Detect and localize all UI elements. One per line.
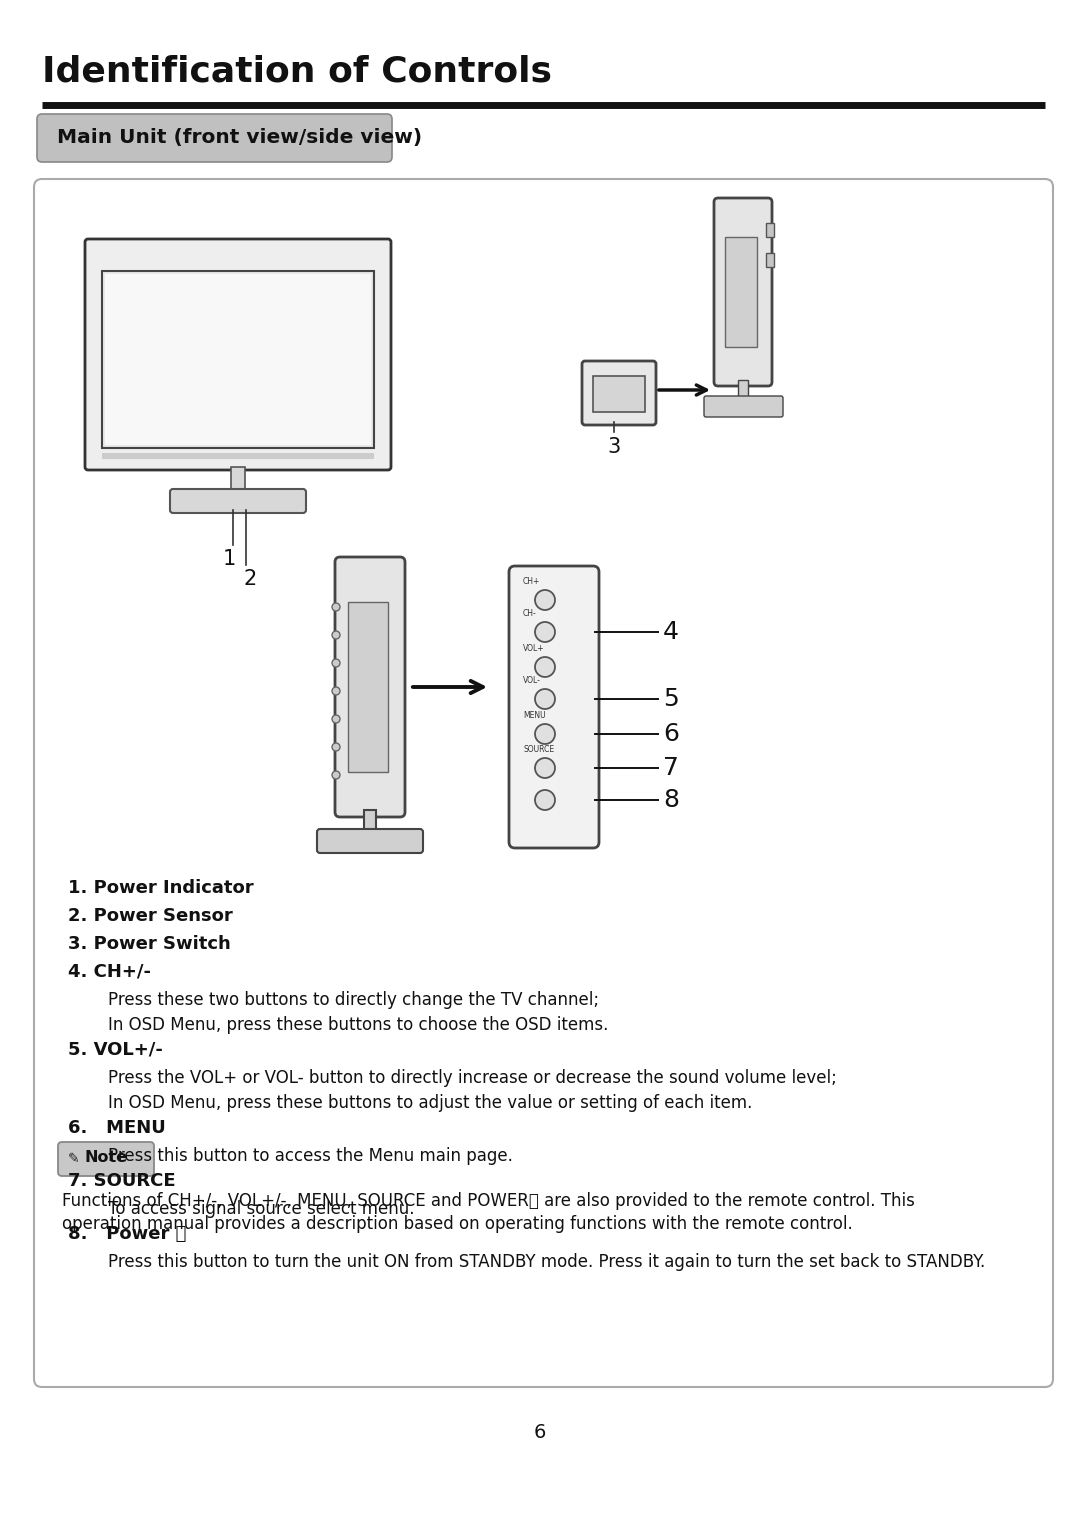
Text: 3. Power Switch: 3. Power Switch [68,935,231,953]
Text: MENU: MENU [523,712,545,721]
Circle shape [332,687,340,695]
Circle shape [535,657,555,676]
Bar [102,270,374,447]
FancyBboxPatch shape [704,395,783,417]
Text: 7: 7 [663,756,679,780]
Text: VOL-: VOL- [523,676,541,686]
FancyBboxPatch shape [58,1142,154,1176]
Text: 7. SOURCE: 7. SOURCE [68,1173,176,1190]
Bar [725,237,757,347]
FancyBboxPatch shape [33,179,1053,1387]
Text: CH-: CH- [523,609,537,618]
Text: 4: 4 [663,620,679,644]
FancyBboxPatch shape [582,360,656,425]
Circle shape [535,689,555,709]
Text: ✎: ✎ [68,1151,80,1167]
Text: 8: 8 [663,788,679,812]
Bar [766,253,774,267]
Bar [766,223,774,237]
Text: 3: 3 [607,437,621,457]
Bar [102,454,374,460]
Text: In OSD Menu, press these buttons to choose the OSD items.: In OSD Menu, press these buttons to choo… [108,1015,608,1034]
Text: Press this button to turn the unit ON from STANDBY mode. Press it again to turn : Press this button to turn the unit ON fr… [108,1254,985,1270]
FancyBboxPatch shape [170,489,306,513]
Text: In OSD Menu, press these buttons to adjust the value or setting of each item.: In OSD Menu, press these buttons to adju… [108,1093,753,1112]
Text: 1. Power Indicator: 1. Power Indicator [68,880,254,896]
Circle shape [332,771,340,779]
Text: Press the VOL+ or VOL- button to directly increase or decrease the sound volume : Press the VOL+ or VOL- button to directl… [108,1069,837,1087]
Text: 2: 2 [243,570,257,589]
FancyBboxPatch shape [714,199,772,386]
FancyBboxPatch shape [509,567,599,847]
Text: Press these two buttons to directly change the TV channel;: Press these two buttons to directly chan… [108,991,599,1009]
Circle shape [332,603,340,611]
FancyBboxPatch shape [85,240,391,470]
Text: Press this button to access the Menu main page.: Press this button to access the Menu mai… [108,1147,513,1165]
Text: operation manual provides a description based on operating functions with the re: operation manual provides a description … [62,1215,853,1232]
Bar [105,273,372,444]
Text: 2. Power Sensor: 2. Power Sensor [68,907,233,925]
Circle shape [535,757,555,777]
Text: 5. VOL+/-: 5. VOL+/- [68,1041,163,1060]
FancyBboxPatch shape [318,829,423,854]
Text: 6: 6 [534,1423,546,1441]
FancyBboxPatch shape [335,557,405,817]
Circle shape [332,660,340,667]
Bar [738,380,748,400]
Bar [231,467,245,492]
Text: 8.   Power ⏻: 8. Power ⏻ [68,1225,187,1243]
Bar [593,376,645,412]
Text: Identification of Controls: Identification of Controls [42,55,552,89]
Circle shape [332,631,340,638]
Text: Main Unit (front view/side view): Main Unit (front view/side view) [57,128,422,148]
Bar [348,602,388,773]
Circle shape [332,744,340,751]
Text: SOURCE: SOURCE [523,745,554,754]
Circle shape [332,715,340,722]
Text: 1: 1 [222,550,235,570]
Text: To access signal source select menu.: To access signal source select menu. [108,1200,415,1219]
Text: 6.   MENU: 6. MENU [68,1119,165,1138]
Text: Functions of CH+/-, VOL+/-, MENU, SOURCE and POWER⏻ are also provided to the rem: Functions of CH+/-, VOL+/-, MENU, SOURCE… [62,1193,915,1209]
Circle shape [535,789,555,809]
Circle shape [535,724,555,744]
Circle shape [535,621,555,641]
Circle shape [535,589,555,609]
Text: Note: Note [85,1150,129,1165]
Text: 6: 6 [663,722,679,747]
FancyBboxPatch shape [37,115,392,162]
Bar [364,809,376,834]
Text: 5: 5 [663,687,678,712]
Text: CH+: CH+ [523,577,540,586]
Text: VOL+: VOL+ [523,644,544,654]
Text: 4. CH+/-: 4. CH+/- [68,964,151,980]
